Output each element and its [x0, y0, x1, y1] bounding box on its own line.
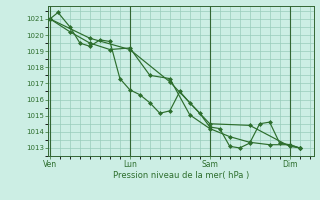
X-axis label: Pression niveau de la mer( hPa ): Pression niveau de la mer( hPa )	[113, 171, 249, 180]
